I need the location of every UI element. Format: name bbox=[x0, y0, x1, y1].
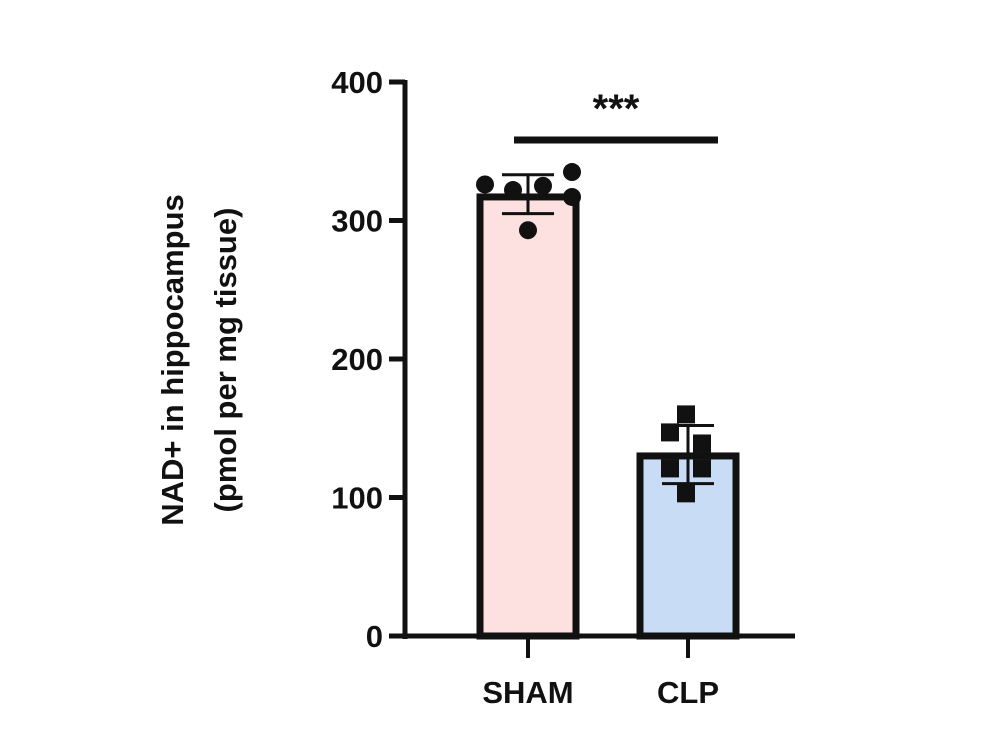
significance-stars: *** bbox=[593, 87, 640, 131]
bar-sham bbox=[476, 193, 580, 640]
data-point bbox=[677, 405, 695, 424]
x-tick-label: CLP bbox=[657, 675, 719, 710]
y-tick-label: 100 bbox=[331, 481, 383, 516]
x-tick-label: SHAM bbox=[482, 675, 573, 710]
significance-annotation: *** bbox=[514, 87, 718, 144]
data-point bbox=[693, 434, 711, 453]
y-axis-title: NAD+ in hippocampus (pmol per mg tissue) bbox=[155, 194, 243, 526]
data-point bbox=[476, 175, 494, 194]
plot-area bbox=[476, 163, 740, 640]
y-tick-label: 200 bbox=[331, 342, 383, 377]
data-point bbox=[661, 423, 679, 442]
y-axis-title-line1: NAD+ in hippocampus bbox=[155, 194, 190, 526]
error-bar bbox=[502, 173, 554, 216]
y-axis: 0 100 200 300 400 bbox=[331, 65, 408, 654]
data-point bbox=[693, 459, 711, 478]
y-tick-label: 300 bbox=[331, 204, 383, 239]
data-point bbox=[519, 221, 537, 240]
data-point bbox=[677, 484, 695, 503]
y-axis-title-line2: (pmol per mg tissue) bbox=[208, 208, 243, 513]
y-tick-label: 400 bbox=[331, 65, 383, 100]
y-tick-label: 0 bbox=[366, 619, 383, 654]
data-point bbox=[534, 176, 552, 195]
data-point bbox=[661, 459, 679, 478]
data-point bbox=[563, 163, 581, 182]
data-point bbox=[504, 181, 522, 200]
x-axis: SHAM CLP bbox=[403, 633, 795, 710]
data-point bbox=[563, 187, 581, 206]
